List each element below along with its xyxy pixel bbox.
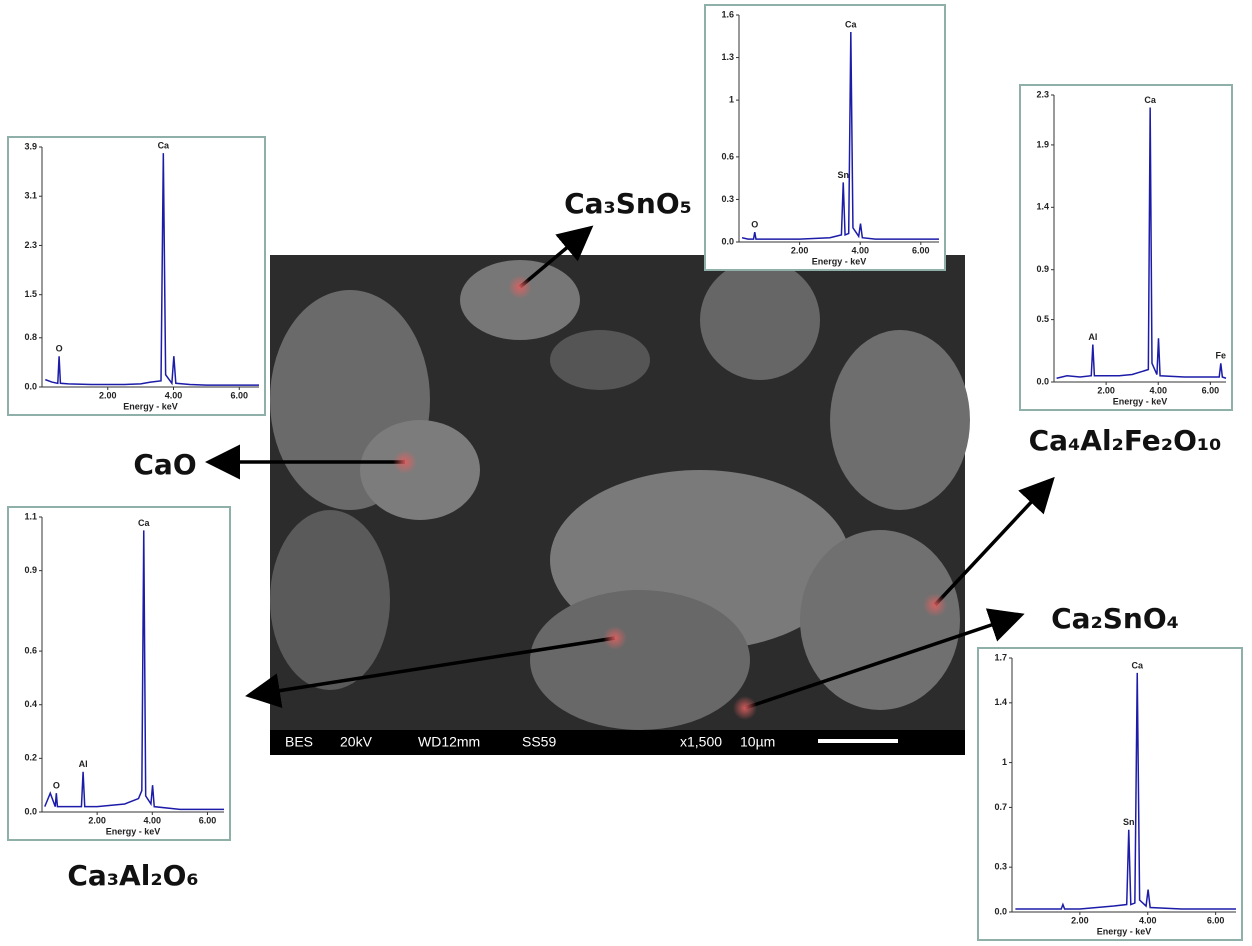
x-tick-label: 2.00 (1071, 915, 1089, 925)
spectrum: 0.0 0.3 0.7 1 1.4 1.7 2.00 4.00 6.00 Energy - keV… (977, 647, 1243, 941)
y-tick-label: 3.9 (24, 141, 37, 151)
y-tick-label: 0.0 (24, 381, 37, 391)
y-tick-label: 0.0 (1036, 376, 1049, 386)
caption-text: x1,500 (680, 734, 722, 750)
spectrum-line (44, 530, 224, 811)
spectrum-frame (977, 647, 1243, 941)
x-axis-label: Energy - keV (106, 826, 161, 836)
x-tick-label: 6.00 (199, 815, 217, 825)
x-axis-label: Energy - keV (1097, 926, 1152, 936)
y-tick-label: 3.1 (24, 191, 37, 201)
spectrum-frame (7, 506, 231, 841)
peak-label: Ca (1131, 660, 1143, 670)
peak-label: Ca (138, 518, 150, 528)
spectrum: 0.0 0.8 1.5 2.3 3.1 3.9 2.00 4.00 6.00 Energy - k… (7, 136, 266, 416)
compound-title: Ca₃Al₂O₆ (67, 859, 198, 892)
x-tick-label: 4.00 (165, 390, 183, 400)
y-tick-label: 0.4 (24, 699, 37, 709)
peak-label: Ca (845, 19, 857, 29)
peak-label: Ca (1144, 95, 1156, 105)
y-tick-label: 0.9 (1036, 264, 1049, 274)
spectrum-line (741, 32, 939, 240)
spectrum-frame (7, 136, 266, 416)
peak-label: Sn (1123, 817, 1135, 827)
spectrum-line (1015, 672, 1236, 910)
spectrum-line (45, 153, 259, 386)
y-tick-label: 1.4 (1036, 202, 1049, 212)
x-tick-label: 6.00 (912, 245, 930, 255)
y-tick-label: 1 (1002, 757, 1007, 767)
y-tick-label: 1.3 (721, 52, 734, 62)
y-tick-label: 1.6 (721, 9, 734, 19)
y-tick-label: 0.0 (994, 906, 1007, 916)
x-axis-label: Energy - keV (812, 256, 867, 266)
spots (393, 275, 947, 720)
y-tick-label: 0.3 (721, 194, 734, 204)
x-tick-label: 6.00 (1202, 385, 1220, 395)
compound-title: CaO (133, 448, 196, 481)
x-tick-label: 4.00 (1139, 915, 1157, 925)
compound-title: Ca₄Al₂Fe₂O₁₀ (1029, 424, 1222, 457)
y-tick-label: 1.9 (1036, 139, 1049, 149)
spectrum-frame (704, 4, 946, 271)
x-tick-label: 4.00 (851, 245, 869, 255)
spectrum-line (1056, 107, 1227, 379)
y-tick-label: 2.3 (24, 240, 37, 250)
y-tick-label: 0.5 (1036, 314, 1049, 324)
caption-text: SS59 (522, 734, 556, 750)
x-tick-label: 4.00 (1149, 385, 1167, 395)
y-tick-label: 0.0 (721, 236, 734, 246)
spectrum: 0.0 0.3 0.6 1 1.3 1.6 2.00 4.00 6.00 Energy - keV… (704, 4, 946, 271)
arrows (205, 225, 1055, 710)
y-tick-label: 0.7 (994, 802, 1007, 812)
peak-label: Al (79, 759, 88, 769)
y-tick-label: 1 (729, 95, 734, 105)
x-tick-label: 2.00 (99, 390, 117, 400)
y-tick-label: 0.3 (994, 862, 1007, 872)
y-tick-label: 2.3 (1036, 89, 1049, 99)
spectrum: 0.0 0.5 0.9 1.4 1.9 2.3 2.00 4.00 6.00 Energy - k… (1019, 84, 1233, 411)
peak-label: Sn (837, 170, 849, 180)
caption-text: 20kV (340, 734, 373, 750)
x-axis-label: Energy - keV (1113, 396, 1168, 406)
x-tick-label: 6.00 (1207, 915, 1225, 925)
compound-title: Ca₂SnO₄ (1051, 602, 1179, 635)
y-tick-label: 1.5 (24, 289, 37, 299)
caption-text: BES (285, 734, 313, 750)
caption-text: WD12mm (418, 734, 480, 750)
sem-caption: BES 20kV WD12mm SS59 x1,500 10µm (285, 734, 775, 750)
peak-label: O (53, 781, 60, 791)
y-tick-label: 1.7 (994, 652, 1007, 662)
compound-title: Ca₃SnO₅ (564, 187, 692, 220)
peak-label: Ca (158, 141, 170, 151)
x-tick-label: 6.00 (231, 390, 249, 400)
x-tick-label: 2.00 (1097, 385, 1115, 395)
x-tick-label: 4.00 (144, 815, 162, 825)
x-axis-label: Energy - keV (123, 401, 178, 411)
y-tick-label: 0.8 (24, 332, 37, 342)
peak-label: Fe (1216, 351, 1227, 361)
sem-image (270, 255, 970, 755)
peak-label: O (56, 344, 63, 354)
y-tick-label: 1.4 (994, 697, 1007, 707)
spectrum: 0.0 0.2 0.4 0.6 0.9 1.1 2.00 4.00 6.00 Energy - k… (7, 506, 231, 841)
x-tick-label: 2.00 (791, 245, 809, 255)
y-tick-label: 0.6 (721, 151, 734, 161)
y-tick-label: 0.0 (24, 806, 37, 816)
peak-label: Al (1088, 332, 1097, 342)
x-tick-label: 2.00 (88, 815, 106, 825)
caption-text: 10µm (740, 734, 775, 750)
y-tick-label: 1.1 (24, 511, 37, 521)
y-tick-label: 0.6 (24, 645, 37, 655)
y-tick-label: 0.2 (24, 753, 37, 763)
spectrum-frame (1019, 84, 1233, 411)
y-tick-label: 0.9 (24, 565, 37, 575)
peak-label: O (751, 219, 758, 229)
